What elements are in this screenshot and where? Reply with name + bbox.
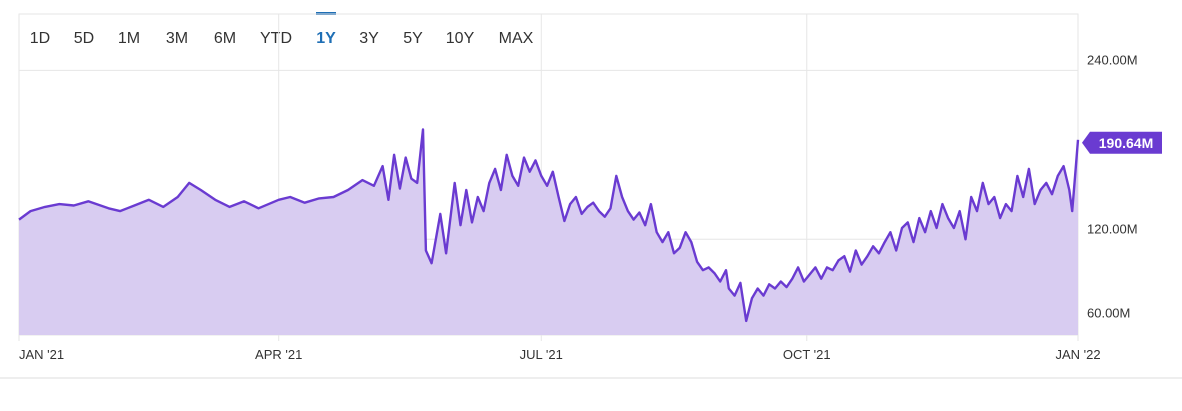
range-button-1d[interactable]: 1D <box>30 30 50 47</box>
range-button-1m[interactable]: 1M <box>118 30 140 47</box>
last-value-flag-bg <box>1082 131 1162 154</box>
range-button-3y[interactable]: 3Y <box>359 30 379 47</box>
x-tick-label: JAN '22 <box>1055 347 1100 362</box>
x-tick-label: JAN '21 <box>19 347 64 362</box>
last-value-flag: 190.64M <box>1082 131 1162 154</box>
range-button-1y[interactable]: 1Y <box>316 30 336 47</box>
range-button-max[interactable]: MAX <box>499 30 534 47</box>
chart-plot-area <box>18 128 1080 335</box>
x-tick-label: OCT '21 <box>783 347 831 362</box>
series-line <box>18 128 1080 323</box>
x-tick-label: APR '21 <box>255 347 302 362</box>
range-button-3m[interactable]: 3M <box>166 30 188 47</box>
y-tick-label: 240.00M <box>1087 52 1138 67</box>
x-tick-label: JUL '21 <box>520 347 563 362</box>
range-button-10y[interactable]: 10Y <box>446 30 475 47</box>
y-tick-label: 60.00M <box>1087 306 1130 321</box>
range-button-5y[interactable]: 5Y <box>403 30 423 47</box>
last-value-label: 190.64M <box>1099 135 1153 151</box>
series-area <box>19 129 1078 335</box>
range-selector: 1D 5D 1M 3M 6M YTD 1Y 3Y 5Y 10Y MAX <box>30 12 534 47</box>
range-button-5d[interactable]: 5D <box>74 30 94 47</box>
range-button-6m[interactable]: 6M <box>214 30 236 47</box>
y-tick-label: 120.00M <box>1087 221 1138 236</box>
chart-axes: JAN '21 APR '21 JUL '21 OCT '21 JAN '22 60.00… <box>19 52 1138 362</box>
range-button-ytd[interactable]: YTD <box>260 30 292 47</box>
